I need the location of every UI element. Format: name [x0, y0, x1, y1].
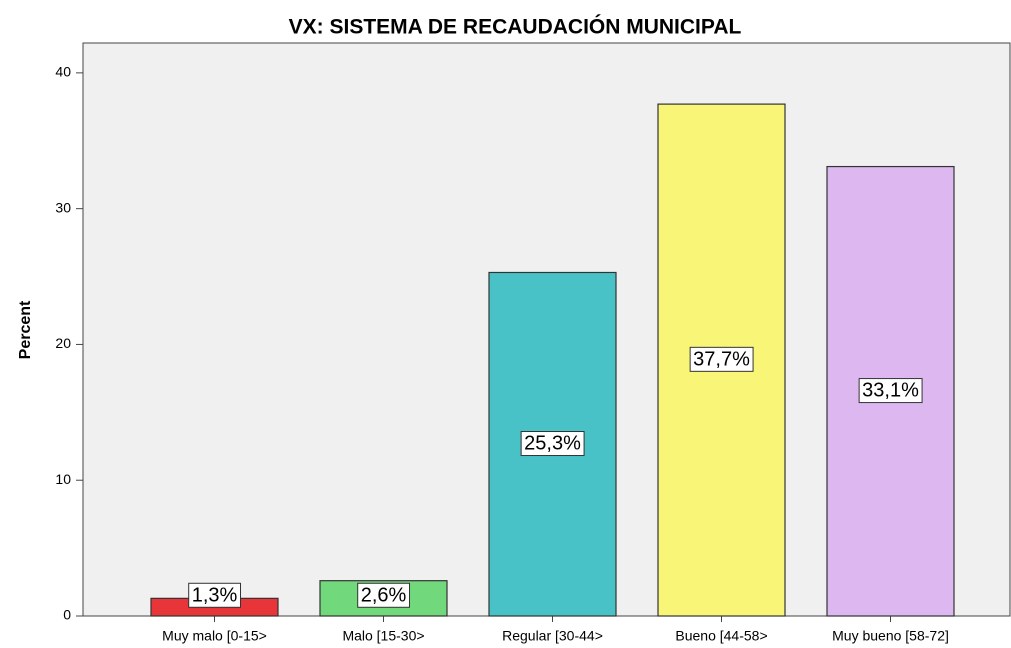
value-label-box — [858, 378, 923, 404]
x-tick-label: Muy bueno [58-72] — [832, 628, 949, 644]
x-tick-label: Bueno [44-58> — [675, 628, 767, 644]
y-tick-label: 40 — [55, 64, 71, 80]
value-label: 25,3% — [524, 433, 581, 455]
value-label: 33,1% — [862, 380, 919, 402]
x-tick-label: Muy malo [0-15> — [162, 628, 267, 644]
value-label-box — [357, 582, 411, 608]
x-tick-label: Regular [30-44> — [502, 628, 603, 644]
y-tick-label: 10 — [55, 471, 71, 487]
y-axis-label: Percent — [17, 300, 34, 359]
value-label: 37,7% — [693, 348, 750, 370]
chart-title: VX: SISTEMA DE RECAUDACIÓN MUNICIPAL — [289, 15, 742, 39]
value-label: 1,3% — [192, 584, 238, 606]
value-label: 2,6% — [361, 584, 407, 606]
y-tick-label: 30 — [55, 199, 71, 215]
y-tick-label: 20 — [55, 335, 71, 351]
value-label-box — [689, 346, 754, 372]
value-label-box — [188, 582, 242, 608]
y-tick-label: 0 — [63, 607, 71, 623]
x-tick-label: Malo [15-30> — [342, 628, 424, 644]
value-label-box — [520, 431, 585, 457]
